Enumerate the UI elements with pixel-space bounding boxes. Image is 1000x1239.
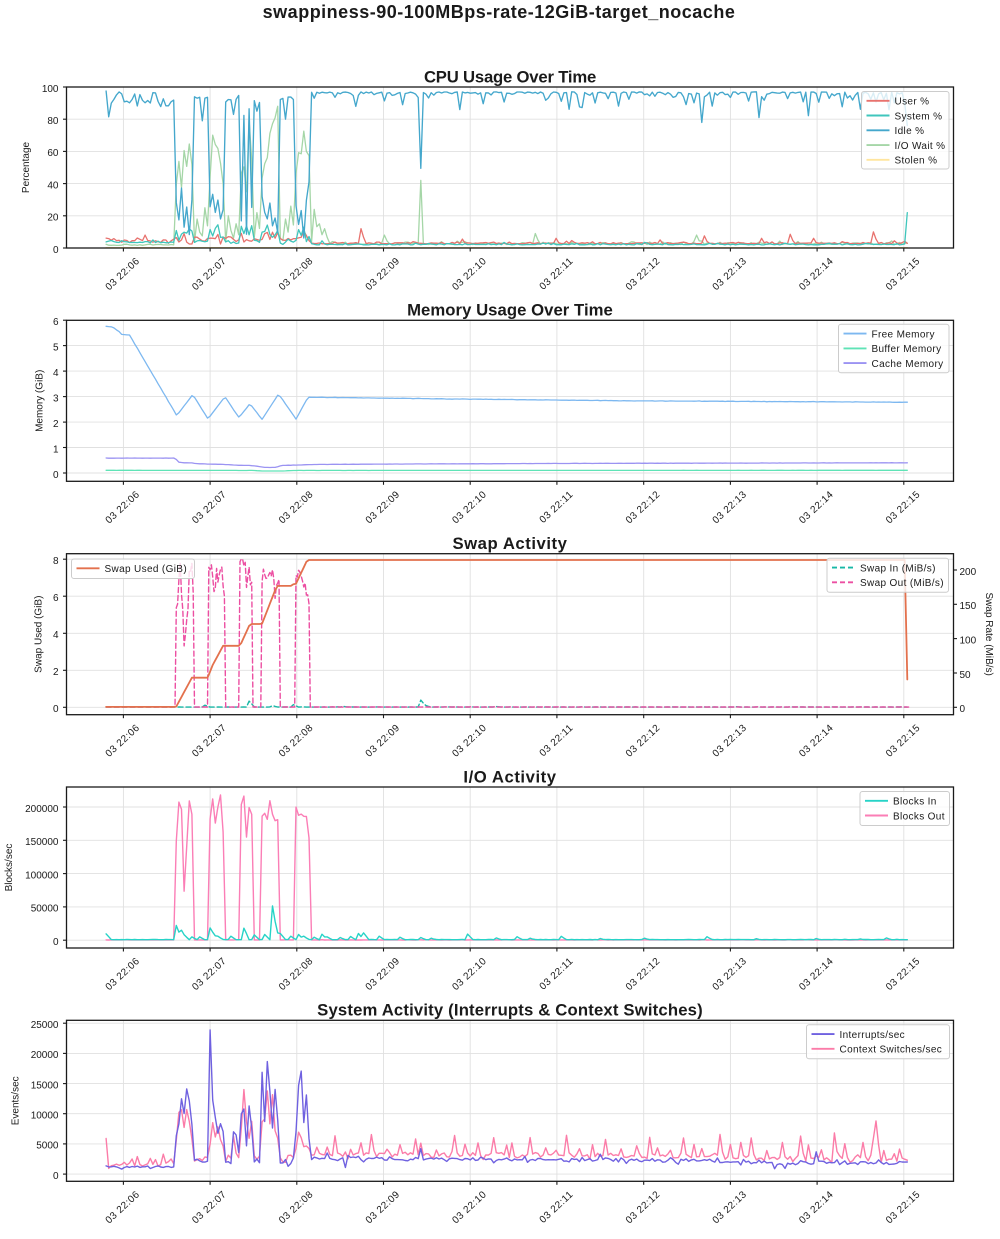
svg-text:10000: 10000: [31, 1111, 59, 1122]
svg-text:40: 40: [47, 180, 59, 191]
svg-text:100: 100: [960, 635, 977, 646]
svg-text:200000: 200000: [25, 804, 59, 815]
svg-text:100: 100: [42, 84, 59, 95]
svg-text:200: 200: [960, 567, 977, 578]
svg-text:50: 50: [960, 670, 972, 681]
svg-text:100000: 100000: [25, 870, 59, 881]
svg-text:0: 0: [53, 245, 59, 256]
svg-text:150000: 150000: [25, 837, 59, 848]
svg-text:System Activity (Interrupts &: System Activity (Interrupts & Context Sw…: [317, 1001, 703, 1020]
svg-text:3: 3: [53, 393, 59, 404]
svg-text:8: 8: [53, 556, 59, 567]
svg-text:Free Memory: Free Memory: [872, 329, 935, 340]
svg-text:Idle %: Idle %: [895, 126, 925, 137]
svg-text:Stolen %: Stolen %: [895, 156, 938, 167]
svg-text:Swap Used (GiB): Swap Used (GiB): [105, 564, 188, 575]
svg-text:1: 1: [53, 444, 59, 455]
svg-text:System %: System %: [895, 111, 943, 122]
svg-text:Cache Memory: Cache Memory: [872, 359, 944, 370]
svg-text:0: 0: [53, 704, 59, 715]
svg-text:Buffer Memory: Buffer Memory: [872, 344, 942, 355]
svg-text:Percentage: Percentage: [21, 141, 32, 193]
svg-text:2: 2: [53, 419, 59, 430]
svg-text:0: 0: [53, 937, 59, 948]
svg-text:2: 2: [53, 667, 59, 678]
svg-text:4: 4: [53, 630, 59, 641]
svg-text:Swap Activity: Swap Activity: [452, 534, 567, 553]
svg-text:Context Switches/sec: Context Switches/sec: [840, 1045, 943, 1056]
svg-text:25000: 25000: [31, 1020, 59, 1031]
svg-text:Swap Used (GiB): Swap Used (GiB): [34, 596, 45, 673]
svg-text:Swap Rate (MiB/s): Swap Rate (MiB/s): [983, 593, 994, 676]
svg-text:6: 6: [53, 593, 59, 604]
svg-text:Blocks/sec: Blocks/sec: [4, 844, 15, 892]
svg-text:Swap In (MiB/s): Swap In (MiB/s): [860, 563, 936, 574]
svg-text:20000: 20000: [31, 1050, 59, 1061]
svg-text:Memory (GiB): Memory (GiB): [35, 370, 46, 432]
svg-text:swappiness-90-100MBps-rate-12G: swappiness-90-100MBps-rate-12GiB-target_…: [263, 2, 736, 22]
svg-text:15000: 15000: [31, 1080, 59, 1091]
svg-text:50000: 50000: [31, 904, 59, 915]
svg-text:0: 0: [53, 470, 59, 481]
svg-text:Blocks In: Blocks In: [893, 797, 937, 808]
svg-text:I/O Wait %: I/O Wait %: [895, 141, 946, 152]
svg-text:Interrupts/sec: Interrupts/sec: [840, 1030, 905, 1041]
svg-text:User %: User %: [895, 97, 930, 108]
svg-text:4: 4: [53, 368, 59, 379]
svg-text:150: 150: [960, 601, 977, 612]
svg-text:Blocks Out: Blocks Out: [893, 811, 945, 822]
svg-text:20: 20: [47, 213, 59, 224]
svg-text:I/O Activity: I/O Activity: [463, 767, 556, 786]
svg-text:60: 60: [47, 148, 59, 159]
svg-text:0: 0: [960, 704, 966, 715]
svg-text:CPU Usage Over Time: CPU Usage Over Time: [424, 67, 596, 86]
svg-text:5: 5: [53, 342, 59, 353]
svg-text:0: 0: [53, 1171, 59, 1182]
svg-text:80: 80: [47, 116, 59, 127]
svg-text:Events/sec: Events/sec: [11, 1076, 22, 1125]
svg-text:5000: 5000: [36, 1141, 59, 1152]
svg-text:6: 6: [53, 317, 59, 328]
svg-text:Swap Out (MiB/s): Swap Out (MiB/s): [860, 578, 944, 589]
svg-text:Memory Usage Over Time: Memory Usage Over Time: [407, 301, 613, 320]
